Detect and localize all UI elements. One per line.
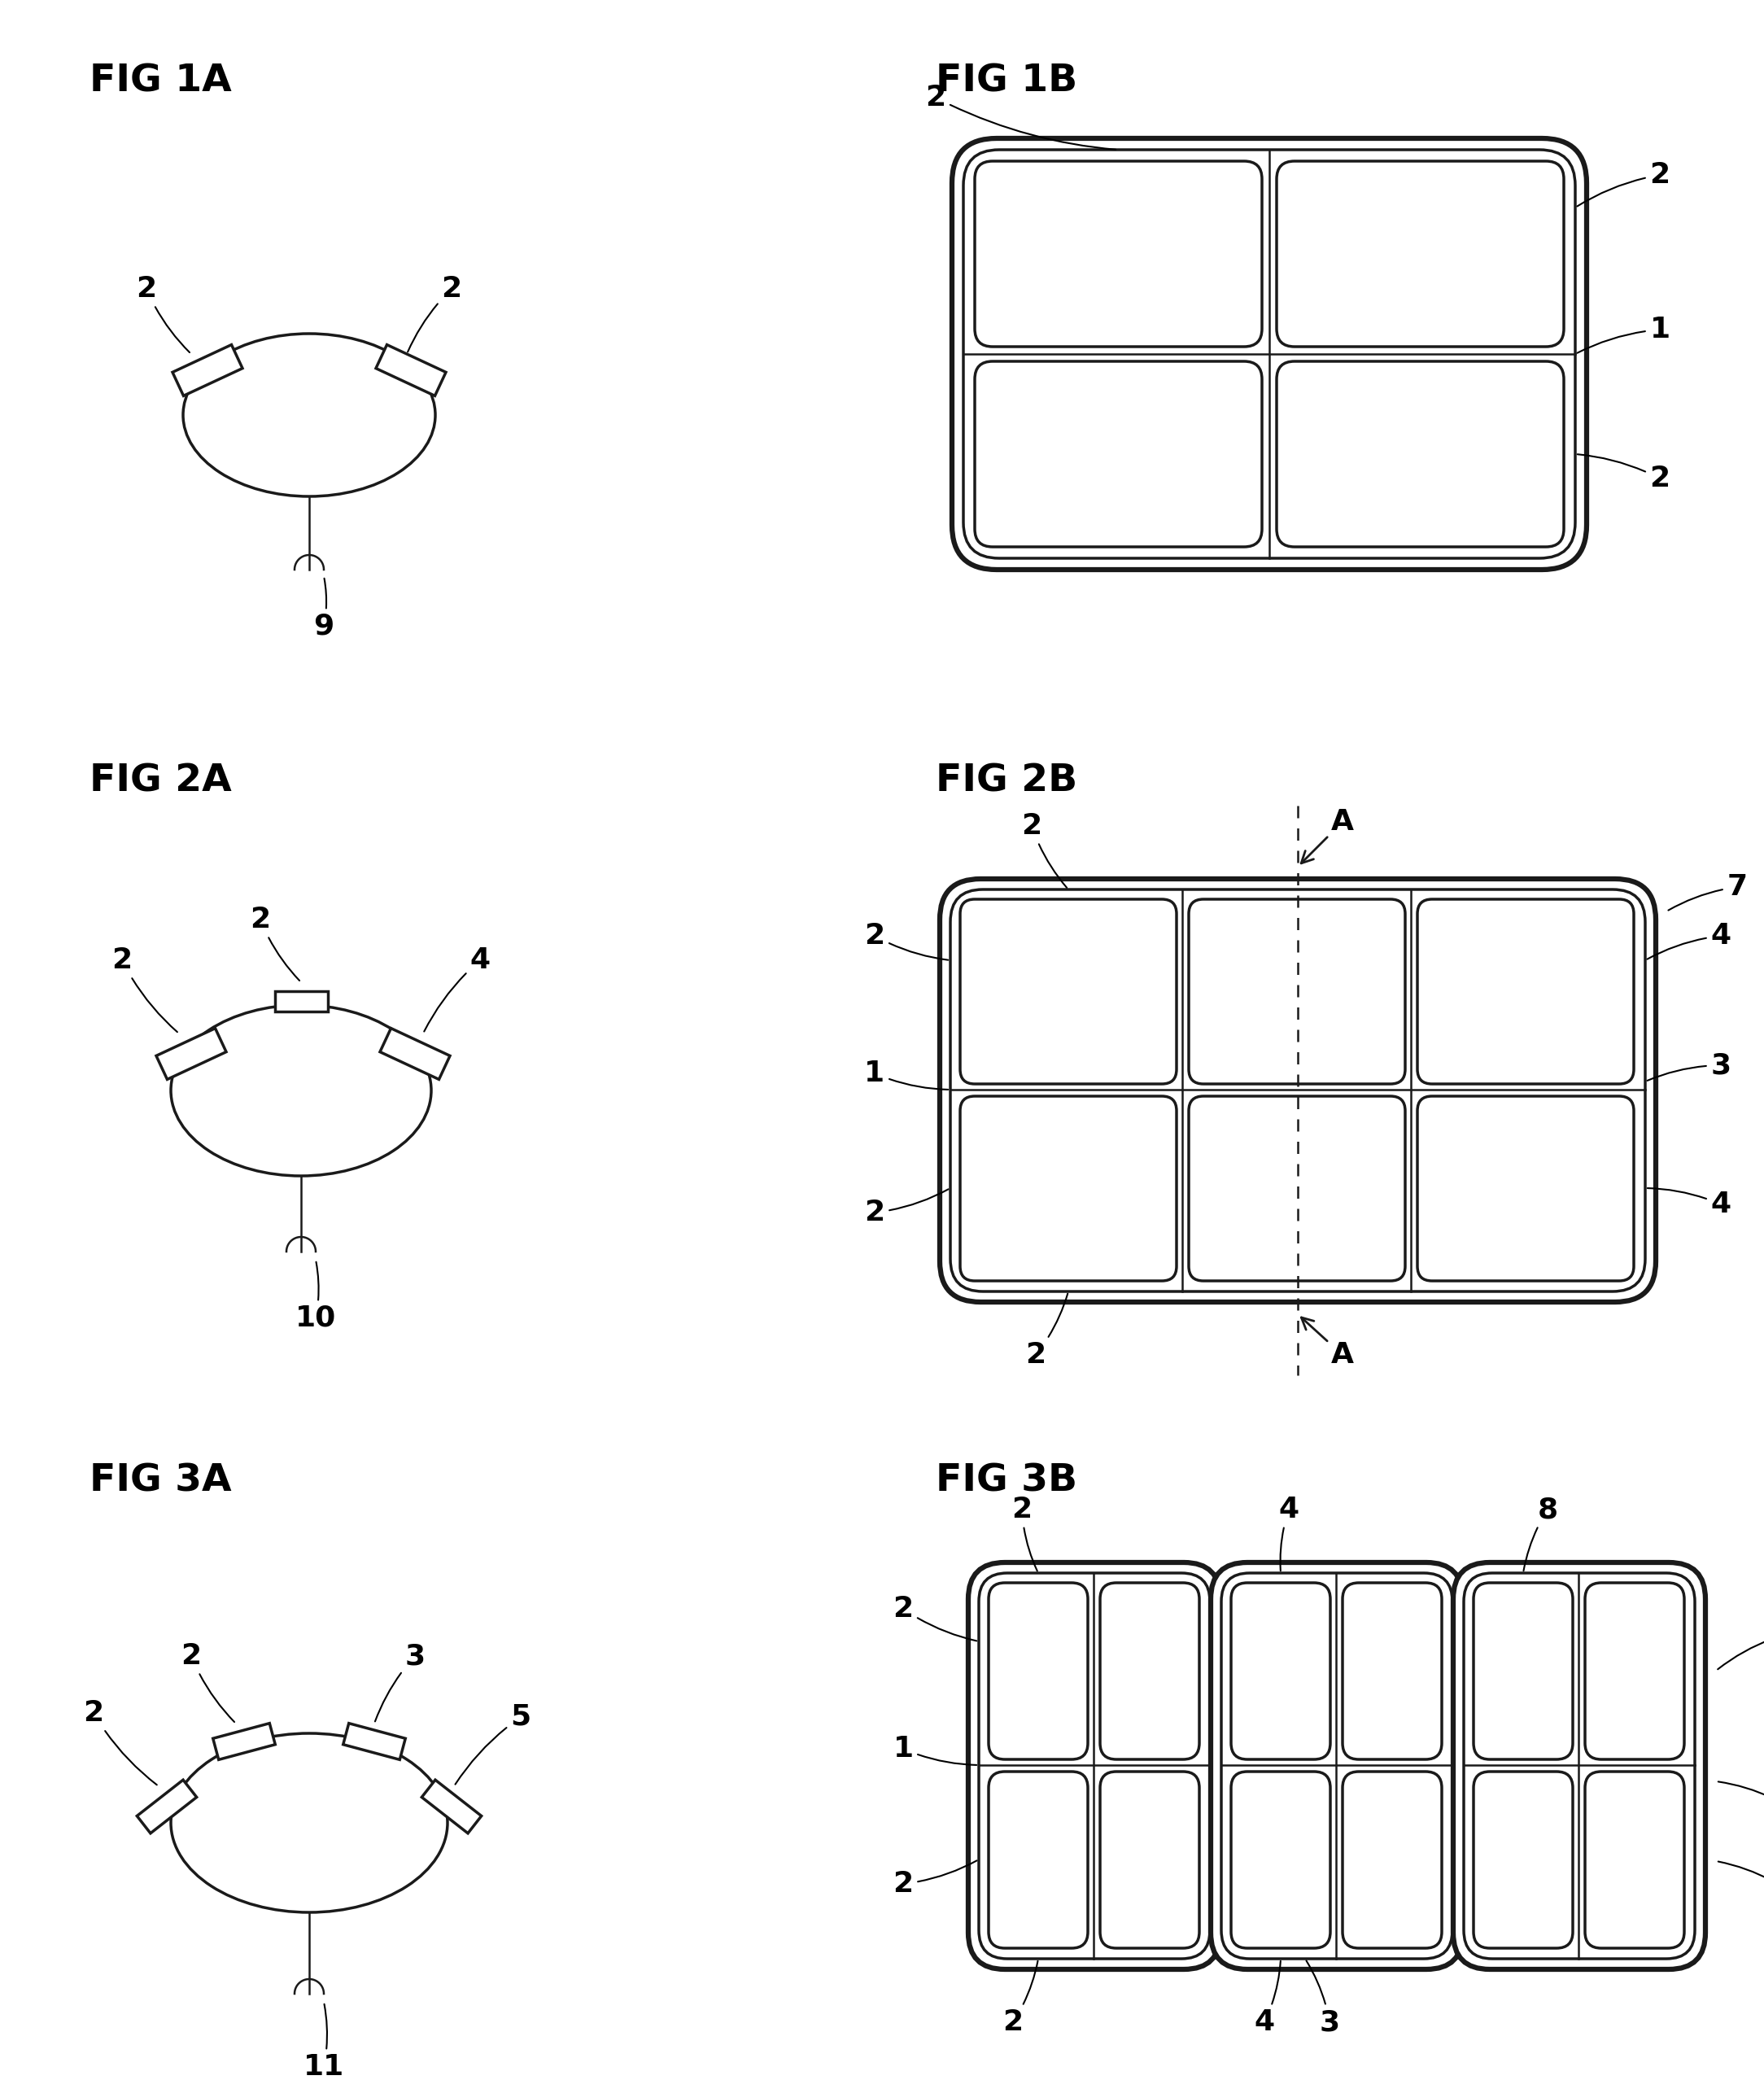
Bar: [344, 1722, 406, 1760]
Text: 2: 2: [1002, 1961, 1037, 2036]
FancyBboxPatch shape: [968, 1562, 1221, 1970]
FancyBboxPatch shape: [1473, 1583, 1573, 1760]
Text: 3: 3: [376, 1643, 425, 1722]
Text: FIG 3A: FIG 3A: [90, 1462, 231, 1500]
FancyBboxPatch shape: [1418, 899, 1633, 1084]
Text: 4: 4: [1279, 1496, 1298, 1570]
FancyBboxPatch shape: [960, 1096, 1177, 1281]
FancyBboxPatch shape: [988, 1583, 1088, 1760]
Bar: [138, 1780, 196, 1832]
Text: 7: 7: [1669, 874, 1748, 911]
Text: 5: 5: [1718, 1783, 1764, 1820]
Text: 2: 2: [1013, 1496, 1037, 1570]
Text: A: A: [1302, 1317, 1355, 1369]
Text: 2: 2: [111, 946, 178, 1032]
Text: 6: 6: [1718, 1620, 1764, 1670]
FancyBboxPatch shape: [1101, 1772, 1200, 1949]
FancyBboxPatch shape: [1189, 1096, 1406, 1281]
FancyBboxPatch shape: [1189, 899, 1406, 1084]
Text: 2: 2: [926, 83, 1115, 150]
FancyBboxPatch shape: [979, 1572, 1210, 1959]
Text: 4: 4: [1254, 1961, 1281, 2036]
Text: 2: 2: [1577, 453, 1671, 493]
FancyBboxPatch shape: [975, 362, 1261, 547]
Text: 2: 2: [1021, 811, 1067, 888]
FancyBboxPatch shape: [1342, 1772, 1441, 1949]
FancyBboxPatch shape: [1210, 1562, 1462, 1970]
FancyBboxPatch shape: [1277, 362, 1565, 547]
Text: 9: 9: [314, 578, 333, 641]
FancyBboxPatch shape: [975, 160, 1261, 347]
Text: A: A: [1302, 807, 1355, 863]
Text: 1: 1: [864, 1059, 947, 1090]
FancyBboxPatch shape: [1454, 1562, 1706, 1970]
Bar: [173, 345, 242, 395]
Bar: [379, 1028, 450, 1080]
FancyBboxPatch shape: [1464, 1572, 1695, 1959]
Text: 6: 6: [1718, 1862, 1764, 1903]
Text: 1: 1: [893, 1735, 977, 1766]
FancyBboxPatch shape: [1586, 1583, 1685, 1760]
FancyBboxPatch shape: [960, 899, 1177, 1084]
Text: 2: 2: [893, 1595, 977, 1641]
Text: FIG 2A: FIG 2A: [90, 763, 231, 799]
FancyBboxPatch shape: [1221, 1572, 1452, 1959]
Text: FIG 1A: FIG 1A: [90, 62, 231, 100]
Text: 3: 3: [1648, 1050, 1730, 1082]
Bar: [213, 1722, 275, 1760]
Text: 2: 2: [864, 1190, 949, 1227]
Text: 4: 4: [1648, 921, 1730, 959]
Text: 2: 2: [407, 275, 462, 352]
Text: 11: 11: [303, 2005, 344, 2080]
Bar: [422, 1780, 482, 1832]
FancyBboxPatch shape: [1101, 1583, 1200, 1760]
FancyBboxPatch shape: [1231, 1583, 1330, 1760]
FancyBboxPatch shape: [951, 890, 1646, 1292]
FancyBboxPatch shape: [1418, 1096, 1633, 1281]
Text: 1: 1: [1577, 316, 1671, 354]
FancyBboxPatch shape: [1342, 1583, 1441, 1760]
Text: 2: 2: [1577, 160, 1671, 206]
Text: 2: 2: [182, 1643, 235, 1722]
FancyBboxPatch shape: [963, 150, 1575, 557]
Text: FIG 3B: FIG 3B: [935, 1462, 1078, 1500]
Text: 2: 2: [864, 921, 947, 961]
Text: 4: 4: [1648, 1188, 1730, 1219]
Text: 2: 2: [83, 1699, 157, 1785]
Bar: [157, 1028, 226, 1080]
Text: FIG 2B: FIG 2B: [935, 763, 1078, 799]
Bar: [275, 990, 328, 1011]
FancyBboxPatch shape: [1231, 1772, 1330, 1949]
Text: 4: 4: [423, 946, 490, 1032]
Text: 3: 3: [1307, 1961, 1339, 2036]
Text: 2: 2: [250, 905, 300, 980]
FancyBboxPatch shape: [940, 880, 1656, 1302]
Text: 5: 5: [455, 1704, 531, 1785]
FancyBboxPatch shape: [1473, 1772, 1573, 1949]
Text: 2: 2: [136, 275, 189, 352]
FancyBboxPatch shape: [953, 139, 1586, 570]
Text: 2: 2: [893, 1862, 977, 1897]
Bar: [376, 345, 446, 395]
FancyBboxPatch shape: [1586, 1772, 1685, 1949]
FancyBboxPatch shape: [988, 1772, 1088, 1949]
Text: 10: 10: [295, 1263, 337, 1331]
FancyBboxPatch shape: [1277, 160, 1565, 347]
Text: 2: 2: [1025, 1294, 1067, 1369]
Text: FIG 1B: FIG 1B: [935, 62, 1078, 100]
Text: 8: 8: [1524, 1496, 1558, 1570]
